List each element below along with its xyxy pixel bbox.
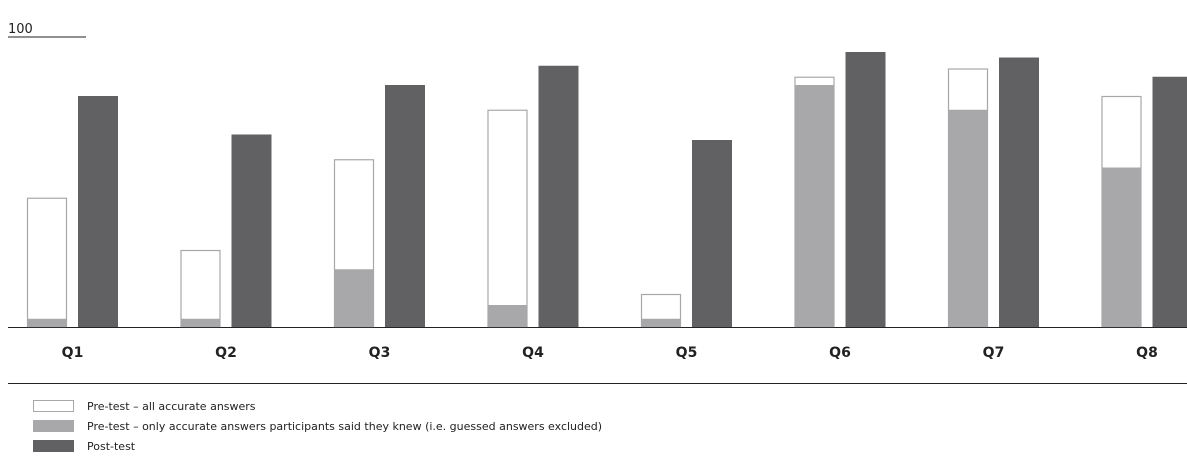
bar-pretest-all-q4 — [487, 109, 528, 328]
x-tick-label-q1: Q1 — [62, 345, 84, 361]
bar-pretest-known-q5 — [641, 318, 681, 327]
bar-posttest-q2 — [231, 134, 272, 327]
bar-pretest-known-q7 — [948, 109, 988, 327]
bar-pretest-known-q4 — [487, 305, 528, 327]
bar-pretest-all-q1 — [26, 197, 68, 328]
bar-pretest-known-q8 — [1101, 167, 1142, 327]
bar-posttest-q8 — [1152, 76, 1187, 327]
legend-swatch-pretest-all — [33, 400, 74, 412]
legend-item-pretest-known: Pre-test – only accurate answers partici… — [33, 416, 602, 436]
x-tick-label-q2: Q2 — [215, 345, 237, 361]
x-tick-label-q5: Q5 — [676, 345, 698, 361]
legend-swatch-pretest-known — [33, 420, 74, 432]
bar-pretest-known-q3 — [334, 269, 374, 327]
legend-item-pretest-all: Pre-test – all accurate answers — [33, 396, 602, 416]
x-tick-label-q4: Q4 — [522, 345, 544, 361]
bar-posttest-q7 — [999, 57, 1039, 327]
bar-pretest-known-q6 — [794, 85, 835, 327]
x-tick-label-q3: Q3 — [369, 345, 391, 361]
legend-label-pretest-all: Pre-test – all accurate answers — [87, 399, 256, 413]
legend-label-posttest: Post-test — [87, 439, 136, 453]
x-tick-label-q6: Q6 — [829, 345, 851, 361]
bars-group — [26, 52, 1187, 328]
y-tick-label-100: 100 — [8, 22, 33, 37]
legend: Pre-test – all accurate answers Pre-test… — [33, 396, 602, 456]
bar-posttest-q1 — [78, 96, 118, 327]
bar-posttest-q4 — [538, 65, 579, 327]
bar-pretest-known-q2 — [180, 318, 221, 327]
x-tick-label-q8: Q8 — [1136, 345, 1158, 361]
bar-posttest-q3 — [385, 85, 425, 327]
legend-swatch-posttest — [33, 440, 74, 452]
bar-posttest-q5 — [692, 140, 732, 327]
bar-pretest-all-q2 — [180, 249, 221, 328]
bar-pretest-known-q1 — [27, 318, 67, 327]
legend-label-pretest-known: Pre-test – only accurate answers partici… — [87, 419, 603, 433]
bar-posttest-q6 — [845, 52, 886, 327]
x-tick-label-q7: Q7 — [983, 345, 1005, 361]
legend-item-posttest: Post-test — [33, 436, 602, 456]
x-tick-labels: Q1 Q2 Q3 Q4 Q5 Q6 Q7 Q8 — [62, 345, 1158, 361]
